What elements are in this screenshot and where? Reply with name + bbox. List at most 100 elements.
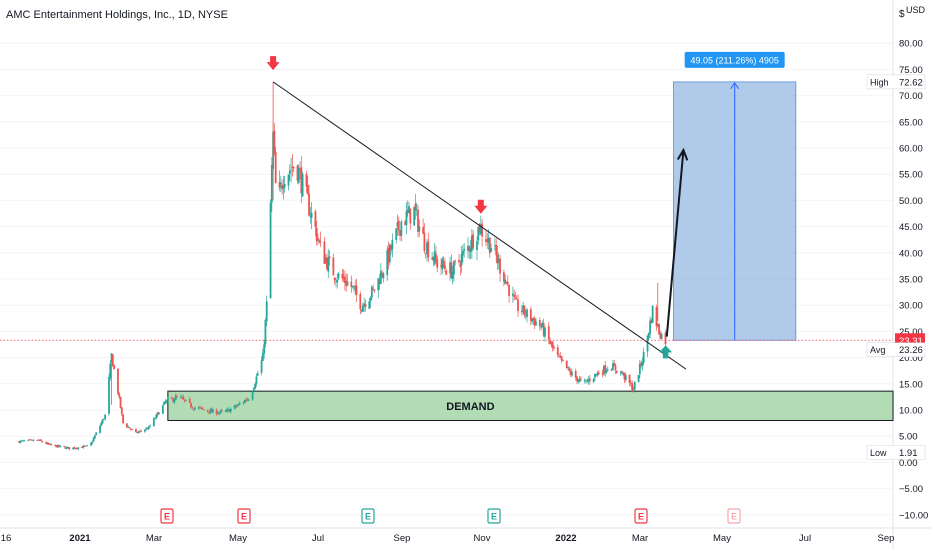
candle-body <box>287 174 290 186</box>
candle-body <box>622 372 625 375</box>
currency-label: USD <box>906 5 926 15</box>
candle-body <box>290 169 292 171</box>
candle-body <box>300 167 303 194</box>
candle-body <box>397 220 400 231</box>
candle-body <box>508 285 510 296</box>
candle-body <box>532 317 535 320</box>
candle-body <box>120 407 123 414</box>
candle-body <box>523 305 526 315</box>
candle-body <box>468 246 471 251</box>
candle-body <box>220 410 223 412</box>
candle-body <box>164 401 167 403</box>
candle-body <box>533 318 536 326</box>
candle-body <box>476 241 478 251</box>
drawings-layer[interactable] <box>0 56 893 370</box>
candle-body <box>479 225 482 235</box>
candle-body <box>183 399 186 401</box>
candle-body <box>423 232 426 252</box>
down-arrow-icon <box>266 56 280 71</box>
earnings-event-icon <box>487 508 501 524</box>
candle-body <box>605 370 608 373</box>
candle-body <box>145 428 148 430</box>
price-label-value: 23.26 <box>899 345 923 356</box>
candle-body <box>247 399 250 401</box>
candle-body <box>85 445 87 447</box>
candle-body <box>77 447 80 450</box>
candle-body <box>346 281 349 286</box>
time-axis[interactable]: 16 2021 Mar May Jul Sep Nov 2022 Mar May Jul Sep <box>1 533 895 544</box>
candle-body <box>104 414 107 420</box>
candle-body <box>38 439 41 441</box>
candle-body <box>601 372 604 375</box>
candle-body <box>28 439 31 441</box>
candle-body <box>404 221 407 226</box>
price-label-name: Avg <box>870 345 885 355</box>
candle-body <box>418 226 421 232</box>
time-tick-label: May <box>713 533 731 544</box>
candle-body <box>65 447 68 449</box>
candle-body <box>647 332 650 338</box>
candle-body <box>470 235 473 251</box>
candle-body <box>386 250 389 276</box>
candle-body <box>556 347 559 355</box>
candle-body <box>292 166 295 169</box>
candle-body <box>550 342 553 344</box>
candle-body <box>227 409 230 410</box>
candle-body <box>344 276 346 284</box>
candle-body <box>301 173 304 197</box>
candle-body <box>568 368 571 371</box>
candle-body <box>228 409 231 413</box>
candle-body <box>562 359 564 361</box>
price-tick-label: 40.00 <box>899 248 923 259</box>
candle-body <box>273 130 276 153</box>
projection-box[interactable]: 49.05 (211.26%) 4905 <box>673 51 797 341</box>
candle-body <box>54 444 57 446</box>
candle-body <box>395 228 398 240</box>
candle-body <box>463 249 466 251</box>
candle-body <box>658 323 660 335</box>
symbol-title[interactable]: AMC Entertainment Holdings, Inc., 1D, NY… <box>6 9 228 21</box>
candle-body <box>529 309 532 321</box>
candle-body <box>553 346 555 349</box>
candle-body <box>332 257 335 276</box>
candle-body <box>318 240 321 242</box>
candle-body <box>488 237 491 254</box>
candle-body <box>137 431 140 433</box>
candle-body <box>31 439 33 441</box>
candle-body <box>619 371 622 373</box>
candle-body <box>522 305 525 312</box>
candle-body <box>637 375 640 383</box>
candle-body <box>613 363 616 366</box>
candle-body <box>138 430 141 432</box>
candle-body <box>526 309 528 318</box>
projection-arrow-line <box>665 150 685 337</box>
demand-zone[interactable]: DEMAND <box>167 390 894 421</box>
candle-body <box>620 371 623 374</box>
candle-body <box>182 397 185 400</box>
candle-body <box>472 234 475 249</box>
candle-body <box>211 409 214 413</box>
price-tick-label: 50.00 <box>899 196 923 207</box>
candle-body <box>486 239 489 242</box>
candle-body <box>579 378 582 380</box>
candle-body <box>499 258 501 274</box>
price-axis[interactable]: −10.00 −5.00 0.00 5.00 10.00 15.00 20.00 25.00 3… <box>866 39 928 522</box>
earnings-event-label: E <box>638 512 644 522</box>
candle-body <box>351 285 354 287</box>
candle-body <box>45 442 48 444</box>
candle-body <box>68 447 71 450</box>
candle-body <box>469 248 472 252</box>
candle-body <box>520 310 523 313</box>
candle-body <box>181 397 183 398</box>
candle-body <box>265 301 268 322</box>
candle-body <box>188 399 191 403</box>
candle-body <box>444 265 446 270</box>
candle-body <box>20 440 23 442</box>
candle-body <box>199 406 201 408</box>
candle-body <box>467 245 469 252</box>
candle-body <box>514 297 517 299</box>
candle-body <box>208 411 210 413</box>
